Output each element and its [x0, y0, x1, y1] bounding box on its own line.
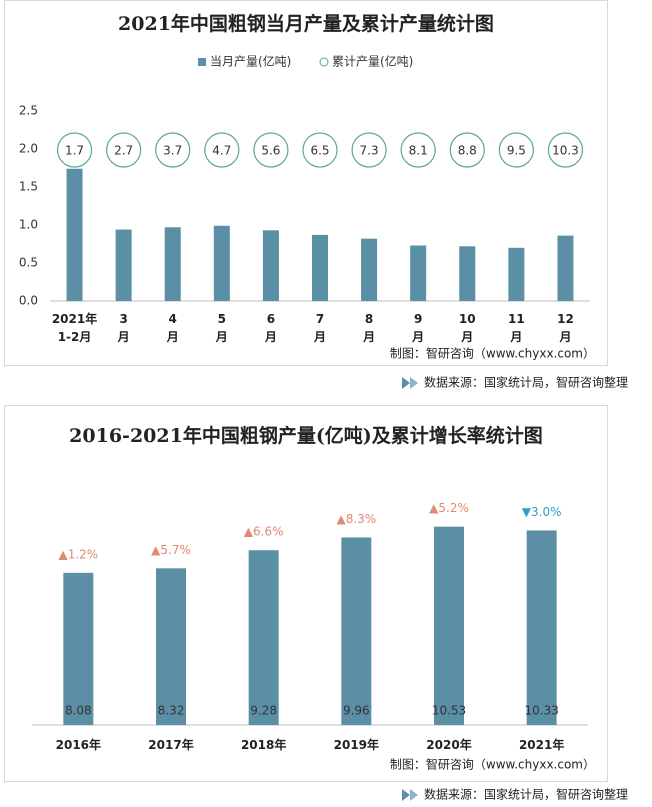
- bar: [459, 246, 476, 301]
- bar: [63, 572, 94, 725]
- data-label: 6.5: [310, 144, 329, 158]
- x-tick-label: 2021年: [519, 737, 564, 752]
- data-label: 5.6: [261, 144, 280, 158]
- data-label: 8.08: [65, 704, 92, 718]
- cumulative-marker: [351, 132, 387, 168]
- growth-label: ▲8.3%: [336, 512, 376, 526]
- x-tick-label: 2021年 1-2月: [52, 311, 97, 344]
- growth-label: ▲6.6%: [244, 525, 284, 539]
- legend-marker: [198, 58, 206, 66]
- cumulative-marker: [155, 132, 191, 168]
- y-tick-label: 2.0: [19, 142, 38, 156]
- cumulative-marker: [302, 132, 338, 168]
- bar: [312, 234, 328, 301]
- cumulative-marker: [547, 132, 584, 168]
- growth-label: ▲1.2%: [58, 547, 98, 561]
- data-source: 数据来源：国家统计局，智研咨询整理: [424, 375, 628, 390]
- cumulative-marker: [106, 132, 142, 168]
- growth-label: ▲5.2%: [429, 501, 469, 515]
- data-label: 8.1: [409, 144, 428, 158]
- data-label: 9.5: [507, 144, 526, 158]
- cumulative-marker: [498, 132, 534, 168]
- bar: [526, 530, 557, 725]
- chart-title: 2016-2021年中国粗钢产量(亿吨)及累计增长率统计图: [69, 424, 543, 447]
- data-label: 1.7: [65, 144, 84, 158]
- bar: [508, 247, 525, 301]
- bar: [66, 168, 83, 301]
- data-label: 10.3: [552, 144, 579, 158]
- data-label: 10.53: [432, 704, 466, 718]
- y-tick-label: 1.0: [19, 218, 38, 232]
- bar: [361, 238, 378, 301]
- cumulative-marker: [56, 132, 93, 168]
- data-label: 8.32: [158, 704, 185, 718]
- legend-label: 累计产量(亿吨): [332, 54, 413, 69]
- bar: [434, 526, 464, 725]
- data-label: 8.8: [458, 144, 477, 158]
- bar: [410, 245, 427, 301]
- data-label: 4.7: [212, 144, 231, 158]
- growth-label: ▲5.7%: [151, 543, 191, 557]
- legend-marker: [319, 57, 329, 67]
- x-tick-label: 10 月: [459, 312, 476, 344]
- chart-source: 制图：智研咨询（www.chyxx.com）: [390, 757, 595, 772]
- cumulative-marker: [400, 132, 436, 168]
- y-tick-label: 2.5: [19, 104, 38, 118]
- bar: [248, 550, 279, 725]
- chart-frame: [4, 0, 608, 366]
- x-tick-label: 2017年: [148, 737, 193, 752]
- data-label: 3.7: [163, 144, 182, 158]
- chart-source: 制图：智研咨询（www.chyxx.com）: [390, 346, 595, 361]
- growth-label: ▼3.0%: [522, 505, 562, 519]
- x-tick-label: 12 月: [557, 312, 574, 344]
- bar: [164, 227, 181, 301]
- cumulative-marker: [253, 132, 289, 168]
- bar: [262, 230, 279, 301]
- bar: [115, 229, 132, 301]
- data-label: 2.7: [114, 144, 133, 158]
- chart-frame: [4, 405, 608, 782]
- bar: [156, 568, 186, 725]
- x-tick-label: 11 月: [508, 312, 525, 344]
- x-tick-label: 2019年: [334, 737, 379, 752]
- y-tick-label: 0.0: [19, 294, 38, 308]
- bar: [341, 537, 372, 725]
- data-source: 数据来源：国家统计局，智研咨询整理: [424, 787, 628, 802]
- y-tick-label: 1.5: [19, 180, 38, 194]
- data-label: 7.3: [360, 144, 379, 158]
- chart-title: 2021年中国粗钢当月产量及累计产量统计图: [118, 12, 494, 35]
- x-tick-label: 2020年: [426, 737, 471, 752]
- data-label: 9.28: [250, 704, 277, 718]
- x-tick-label: 2016年: [56, 737, 101, 752]
- cumulative-marker: [204, 132, 240, 168]
- bar: [213, 225, 230, 301]
- x-tick-label: 2018年: [241, 737, 286, 752]
- y-tick-label: 0.5: [19, 256, 38, 270]
- data-label: 10.33: [524, 704, 558, 718]
- cumulative-marker: [449, 132, 485, 168]
- source-icon: [402, 377, 418, 801]
- bar: [557, 235, 574, 301]
- data-label: 9.96: [343, 704, 370, 718]
- legend-label: 当月产量(亿吨): [210, 54, 291, 69]
